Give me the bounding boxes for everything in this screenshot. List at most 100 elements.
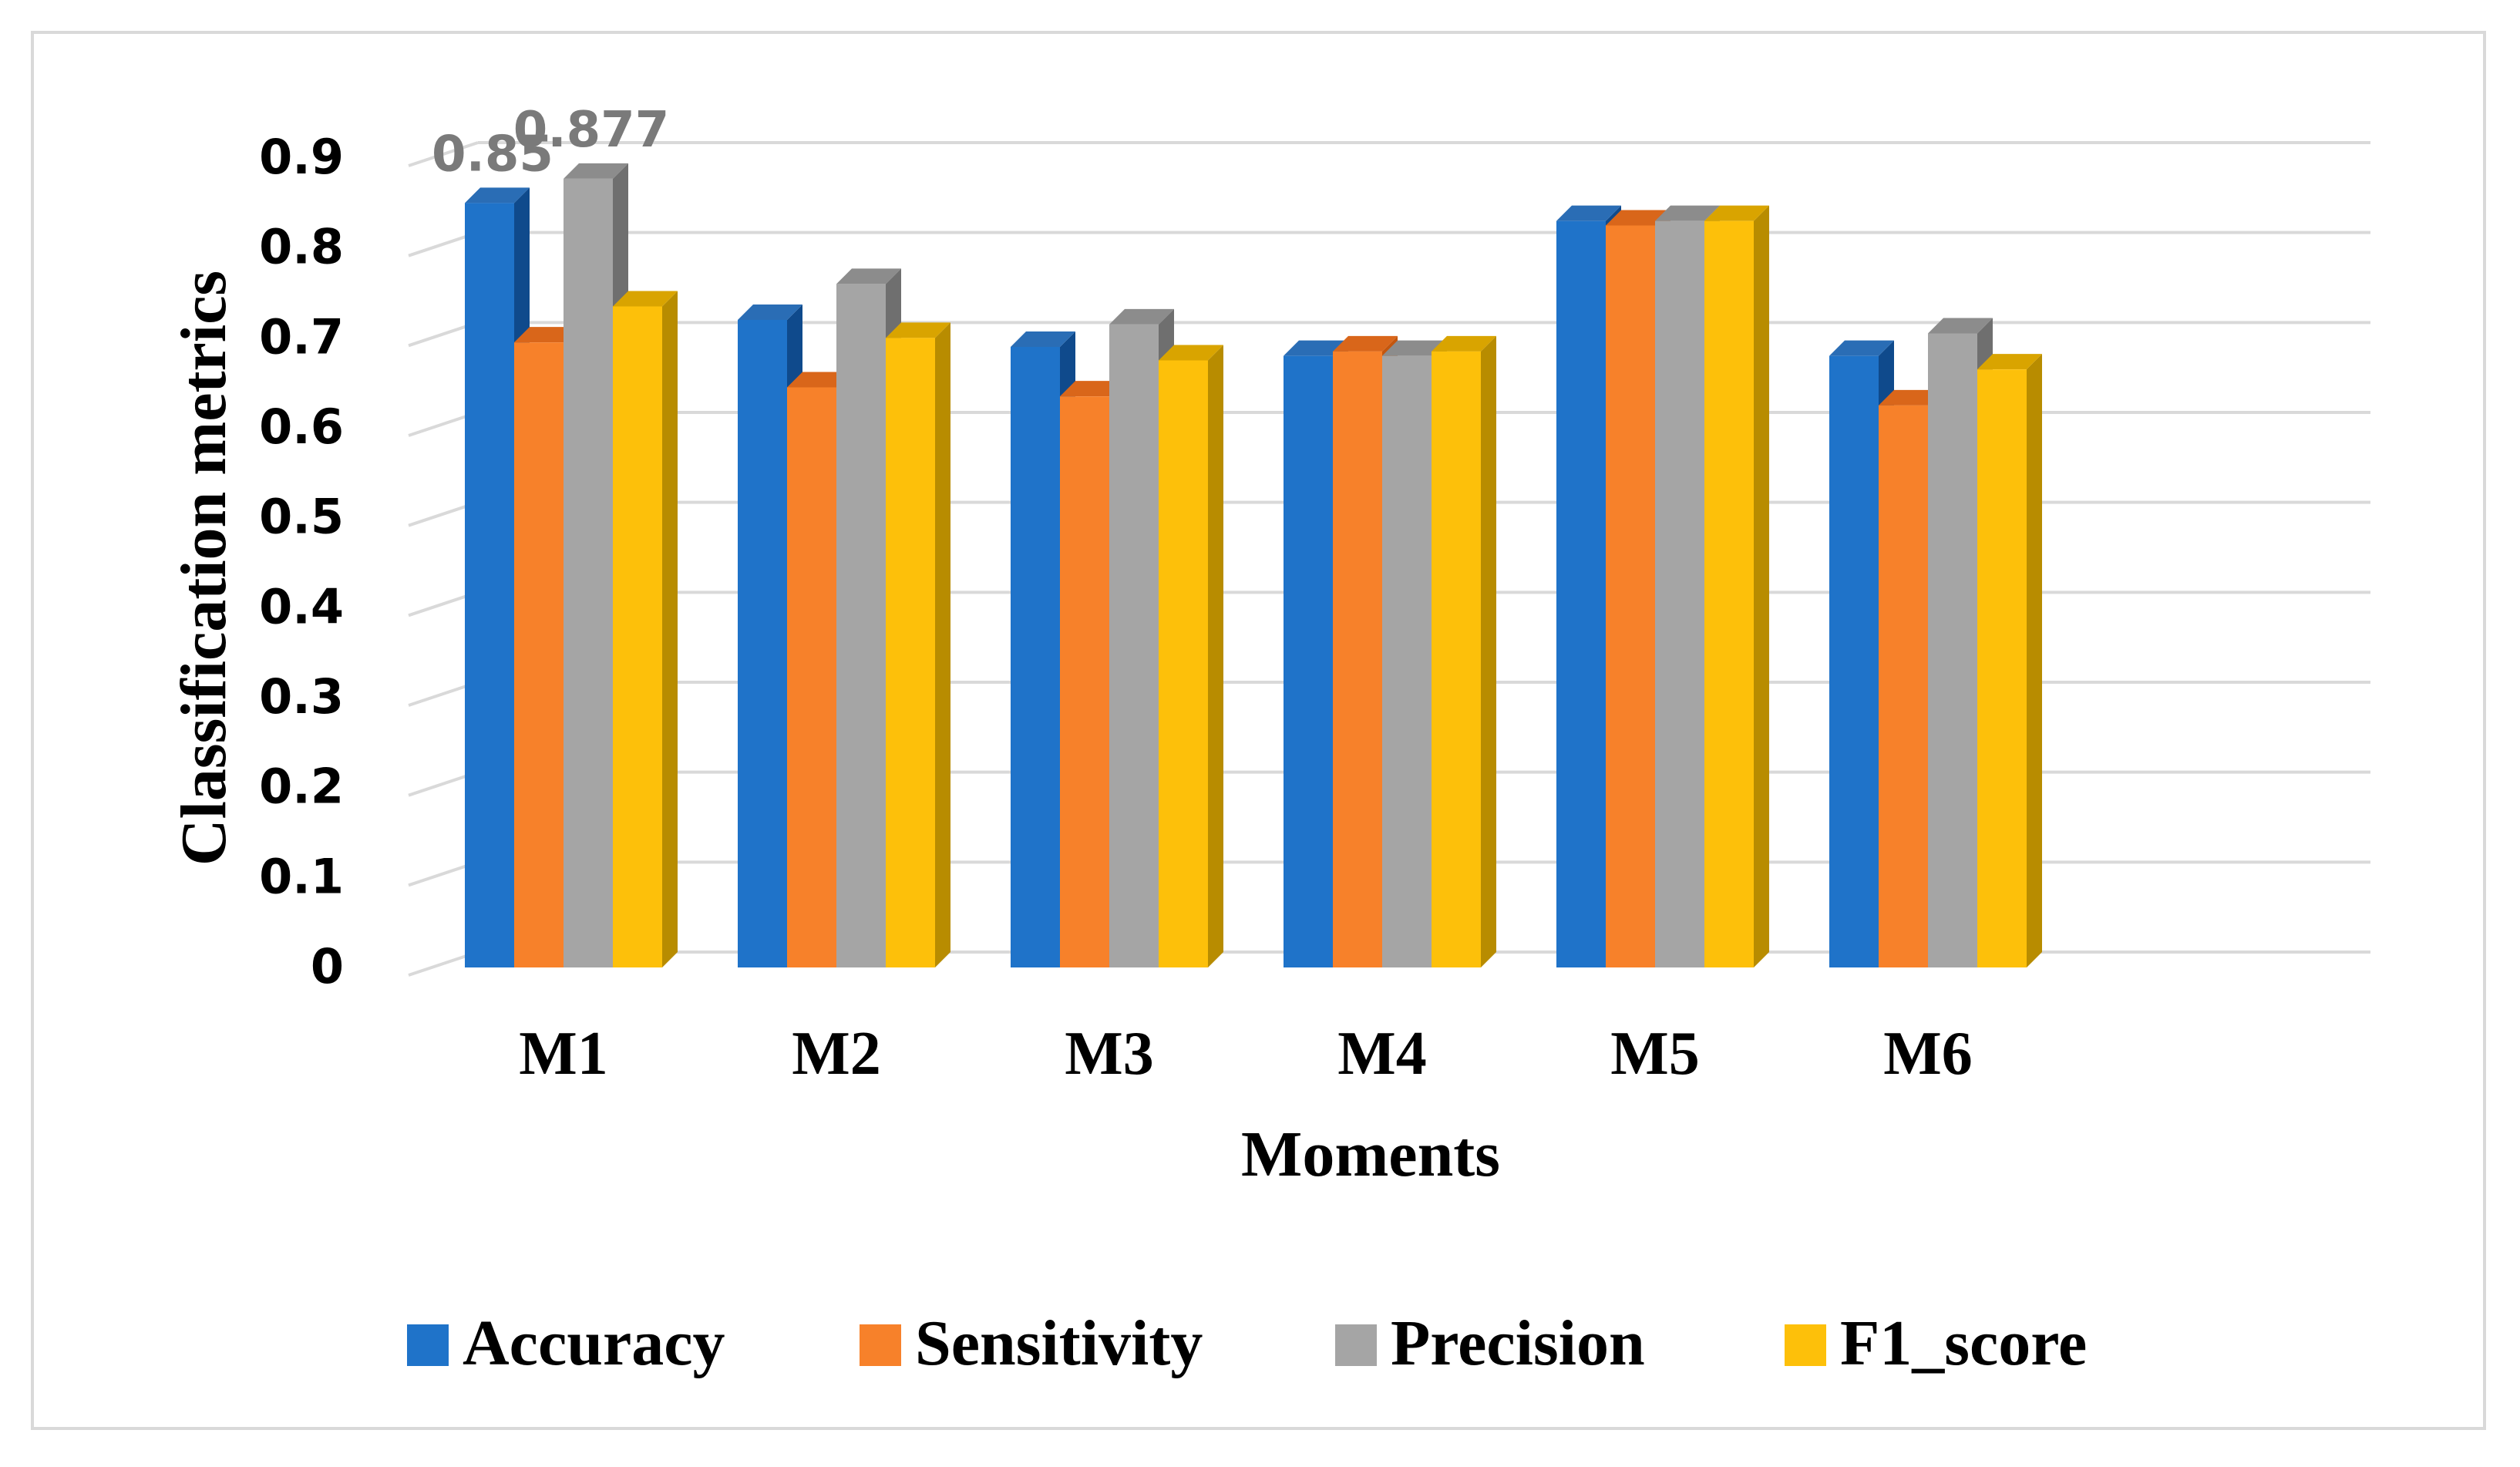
y-axis-title: Classification metrics — [168, 271, 240, 866]
data-label: 0.877 — [513, 102, 669, 159]
y-tick-label: 0.6 — [259, 399, 344, 455]
bar-top — [1011, 331, 1075, 347]
bar-top — [1060, 381, 1125, 397]
bar-front — [1704, 220, 1754, 968]
bar-front — [1879, 405, 1928, 967]
bar-front — [613, 306, 662, 967]
bar-front — [465, 203, 514, 967]
bar-f1_score-m6 — [1977, 354, 2042, 968]
bar-side — [1481, 335, 1496, 967]
bar-front — [1109, 324, 1159, 967]
bar-front — [1011, 347, 1060, 967]
data-labels: 0.850.877 — [432, 102, 669, 183]
bar-front — [1928, 333, 1977, 967]
bar-top — [787, 372, 852, 388]
bar-front — [1159, 360, 1208, 967]
bar-f1_score-m2 — [886, 322, 950, 967]
bar-front — [836, 284, 886, 967]
chart-frame — [31, 31, 2486, 1430]
x-axis-categories: M1 M2 M3 M4 M5 M6 — [519, 1020, 1973, 1088]
bar-top — [1606, 210, 1670, 226]
bar-top — [738, 305, 802, 320]
bar-front — [738, 320, 787, 967]
y-tick-label: 0.7 — [259, 308, 344, 365]
bar-side — [935, 322, 950, 967]
y-tick-label: 0 — [311, 938, 344, 994]
legend-label: Precision — [1391, 1307, 1645, 1379]
bar-top — [1879, 389, 1943, 405]
bar-top — [1284, 340, 1348, 356]
x-tick-label: M6 — [1883, 1020, 1973, 1088]
legend-swatch — [860, 1324, 901, 1366]
bars — [465, 163, 2042, 968]
bar-front — [1829, 355, 1879, 968]
bar-top — [836, 268, 901, 284]
bar-top — [1159, 345, 1223, 361]
y-tick-label: 0.9 — [259, 129, 344, 185]
y-tick-label: 0.5 — [259, 489, 344, 545]
legend-item-accuracy: Accuracy — [407, 1307, 725, 1379]
bar-front — [514, 342, 564, 968]
bar-top — [1704, 205, 1769, 221]
bar-top — [564, 163, 628, 179]
bar-f1_score-m5 — [1704, 205, 1769, 968]
legend-label: F1_score — [1840, 1307, 2087, 1379]
x-tick-label: M5 — [1610, 1020, 1700, 1088]
bar-top — [886, 322, 950, 338]
bar-f1_score-m4 — [1432, 335, 1496, 967]
bar-top — [1432, 335, 1496, 352]
x-axis-title: Moments — [1241, 1119, 1500, 1190]
bar-side — [662, 291, 678, 967]
bar-front — [1977, 369, 2027, 968]
bar-top — [465, 187, 530, 204]
legend-label: Accuracy — [463, 1307, 725, 1379]
bar-front — [1284, 355, 1333, 968]
bar-side — [1754, 205, 1769, 968]
bar-f1_score-m1 — [613, 291, 678, 967]
x-tick-label: M3 — [1065, 1020, 1154, 1088]
bar-front — [1333, 351, 1382, 967]
bar-front — [1382, 355, 1432, 968]
bar-top — [1977, 354, 2042, 370]
bar-top — [1829, 340, 1894, 356]
bar-front — [1060, 396, 1109, 967]
y-tick-label: 0.4 — [259, 578, 344, 634]
y-axis-ticks: 0 0.1 0.2 0.3 0.4 0.5 0.6 0.7 0.8 0.9 — [259, 129, 344, 994]
y-tick-label: 0.8 — [259, 219, 344, 275]
x-tick-label: M2 — [792, 1020, 881, 1088]
y-tick-label: 0.3 — [259, 668, 344, 725]
x-tick-label: M1 — [519, 1020, 608, 1088]
bar-front — [886, 338, 935, 967]
y-tick-label: 0.1 — [259, 848, 344, 904]
bar-front — [787, 387, 836, 967]
legend-swatch — [1335, 1324, 1377, 1366]
x-tick-label: M4 — [1337, 1020, 1427, 1088]
bar-f1_score-m3 — [1159, 345, 1223, 967]
bar-top — [1333, 335, 1398, 352]
legend-item-f1_score: F1_score — [1785, 1307, 2087, 1379]
bar-front — [1556, 220, 1606, 968]
bar-side — [1208, 345, 1223, 967]
bar-top — [1556, 205, 1621, 221]
bar-front — [1606, 225, 1655, 967]
legend-item-sensitivity: Sensitivity — [860, 1307, 1203, 1379]
legend-label: Sensitivity — [915, 1307, 1203, 1379]
bar-top — [1109, 308, 1174, 325]
bar-front — [564, 178, 613, 968]
bar-side — [2027, 354, 2042, 968]
bar-front — [1432, 351, 1481, 967]
legend: Accuracy Sensitivity Precision F1_score — [407, 1307, 2087, 1379]
bar-top — [514, 327, 579, 343]
bar-top — [613, 291, 678, 307]
legend-swatch — [407, 1324, 449, 1366]
data-label: 0.85 — [432, 126, 553, 183]
legend-swatch — [1785, 1324, 1826, 1366]
bar-top — [1655, 205, 1720, 221]
legend-item-precision: Precision — [1335, 1307, 1645, 1379]
gridline-diagonal — [408, 141, 479, 167]
bar-top — [1382, 340, 1447, 356]
y-tick-label: 0.2 — [259, 759, 344, 815]
bar-top — [1928, 318, 1993, 334]
bar-front — [1655, 220, 1704, 968]
